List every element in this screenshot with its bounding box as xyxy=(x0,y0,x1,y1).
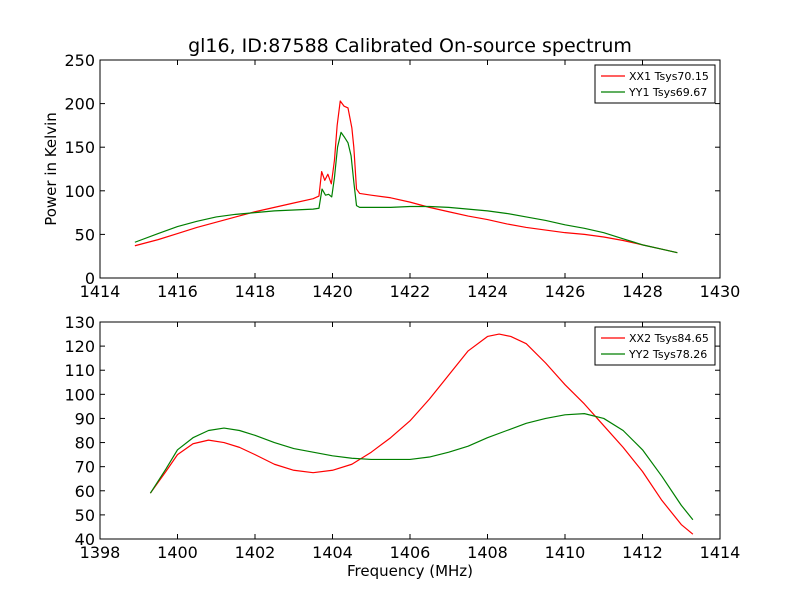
legend-box xyxy=(594,64,716,104)
y-tick-label: 70 xyxy=(75,458,95,477)
x-tick-label: 1424 xyxy=(467,282,508,301)
x-tick-label: 1414 xyxy=(700,543,741,562)
series-line-1-2 xyxy=(134,131,678,254)
x-tick-label: 1414 xyxy=(80,282,121,301)
y-tick-label: 50 xyxy=(75,506,95,525)
legend: XX1 Tsys70.15 YY1 Tsys69.67 xyxy=(594,64,716,104)
y-tick-label: 0 xyxy=(85,269,95,288)
x-tick-label: 1416 xyxy=(157,282,198,301)
series-line-2-1 xyxy=(149,333,694,535)
legend-label: YY2 Tsys78.26 xyxy=(628,348,707,361)
y-tick-label: 120 xyxy=(64,337,95,356)
x-tick-label: 1406 xyxy=(390,543,431,562)
y-tick-label: 40 xyxy=(75,530,95,549)
legend-label: XX1 Tsys70.15 xyxy=(629,70,709,83)
chart-panel-2: 1398 1400 1402 1404 1406 1408 1410 1412 1414 40 50… xyxy=(64,313,740,580)
legend-box xyxy=(594,326,716,366)
y-tick-label: 200 xyxy=(64,95,95,114)
chart-title: gl16, ID:87588 Calibrated On-source spec… xyxy=(188,35,632,57)
legend-label: XX2 Tsys84.65 xyxy=(629,332,709,345)
x-tick-label: 1404 xyxy=(312,543,353,562)
x-tick-label: 1398 xyxy=(80,543,121,562)
x-tick-label: 1426 xyxy=(545,282,586,301)
x-tick-label: 1412 xyxy=(622,543,663,562)
y-axis-label: Power in Kelvin xyxy=(42,112,60,226)
x-tick-label: 1430 xyxy=(700,282,741,301)
x-tick-label: 1402 xyxy=(235,543,276,562)
x-tick-label: 1400 xyxy=(157,543,198,562)
y-tick-label: 110 xyxy=(64,361,95,380)
x-tick-label: 1422 xyxy=(390,282,431,301)
y-tick-label: 80 xyxy=(75,434,95,453)
x-tick-label: 1418 xyxy=(235,282,276,301)
y-tick-label: 130 xyxy=(64,313,95,332)
series-line-2-2 xyxy=(149,413,694,521)
y-tick-label: 90 xyxy=(75,409,95,428)
series-line-1-1 xyxy=(134,100,678,254)
x-tick-label: 1410 xyxy=(545,543,586,562)
chart-panel-1: 1414 1416 1418 1420 1422 1424 1426 1428 1430 0 50 1… xyxy=(42,35,740,301)
y-tick-label: 50 xyxy=(75,225,95,244)
x-tick-label: 1428 xyxy=(622,282,663,301)
x-axis-label: Frequency (MHz) xyxy=(347,562,473,580)
y-tick-label: 250 xyxy=(64,51,95,70)
y-tick-label: 150 xyxy=(64,138,95,157)
y-tick-label: 100 xyxy=(64,385,95,404)
legend: XX2 Tsys84.65 YY2 Tsys78.26 xyxy=(594,326,716,366)
x-tick-label: 1408 xyxy=(467,543,508,562)
x-tick-label: 1420 xyxy=(312,282,353,301)
y-tick-label: 100 xyxy=(64,182,95,201)
y-tick-label: 60 xyxy=(75,482,95,501)
legend-label: YY1 Tsys69.67 xyxy=(628,86,707,99)
